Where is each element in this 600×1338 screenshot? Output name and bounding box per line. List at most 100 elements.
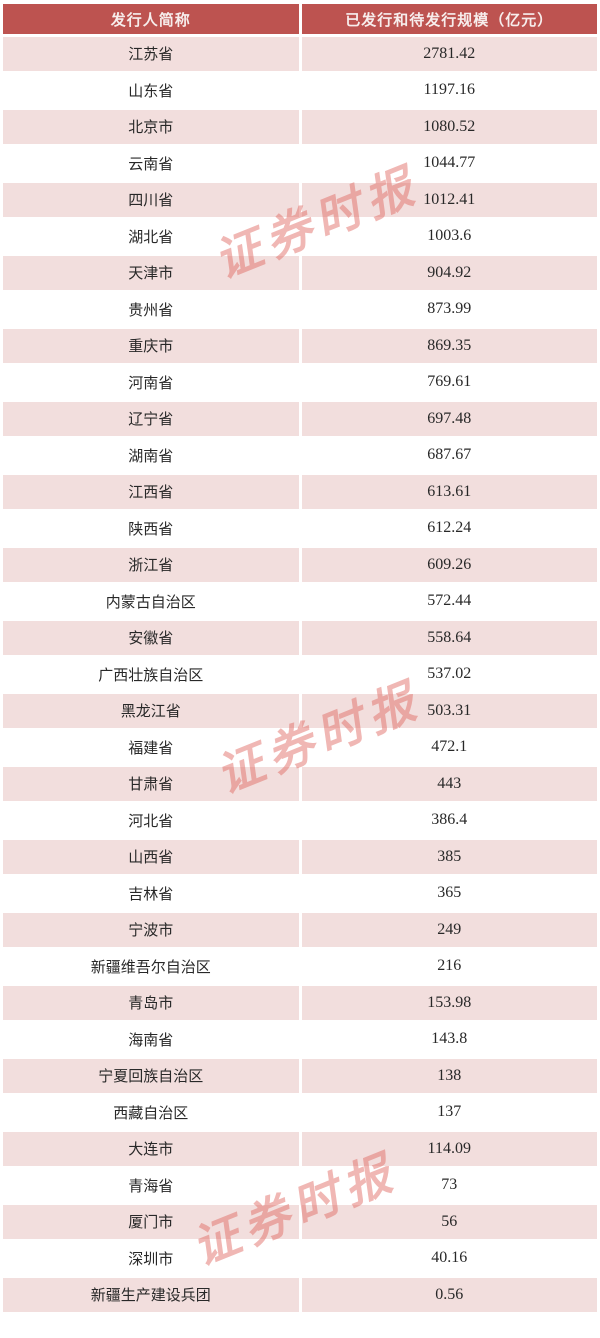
table-row: 天津市 904.92 (3, 256, 597, 290)
table-row: 甘肃省 443 (3, 767, 597, 801)
scale-cell: 503.31 (301, 694, 597, 728)
issuer-cell: 深圳市 (3, 1241, 299, 1275)
scale-cell: 386.4 (301, 803, 597, 837)
table-row: 厦门市 56 (3, 1205, 597, 1239)
scale-cell: 472.1 (301, 730, 597, 764)
table-row: 江西省 613.61 (3, 475, 597, 509)
col-header-scale: 已发行和待发行规模（亿元） (301, 4, 597, 34)
scale-cell: 153.98 (301, 986, 597, 1020)
table-row: 内蒙古自治区 572.44 (3, 584, 597, 618)
scale-cell: 1080.52 (301, 110, 597, 144)
scale-cell: 365 (301, 876, 597, 910)
table-body: 江苏省 2781.42 山东省 1197.16 北京市 1080.52 云南省 … (3, 37, 597, 1312)
issuer-cell: 山东省 (3, 73, 299, 107)
scale-cell: 56 (301, 1205, 597, 1239)
table-row: 宁波市 249 (3, 913, 597, 947)
table-row: 云南省 1044.77 (3, 146, 597, 180)
issuer-cell: 青岛市 (3, 986, 299, 1020)
issuer-cell: 大连市 (3, 1132, 299, 1166)
table-row: 浙江省 609.26 (3, 548, 597, 582)
issuer-cell: 西藏自治区 (3, 1095, 299, 1129)
issuer-cell: 河南省 (3, 365, 299, 399)
table-row: 青岛市 153.98 (3, 986, 597, 1020)
scale-cell: 137 (301, 1095, 597, 1129)
table-row: 重庆市 869.35 (3, 329, 597, 363)
table-row: 湖南省 687.67 (3, 438, 597, 472)
issuer-cell: 天津市 (3, 256, 299, 290)
issuer-cell: 宁夏回族自治区 (3, 1059, 299, 1093)
table-row: 湖北省 1003.6 (3, 219, 597, 253)
table-row: 山东省 1197.16 (3, 73, 597, 107)
issuer-cell: 河北省 (3, 803, 299, 837)
scale-cell: 114.09 (301, 1132, 597, 1166)
table-row: 大连市 114.09 (3, 1132, 597, 1166)
scale-cell: 1044.77 (301, 146, 597, 180)
issuer-cell: 湖北省 (3, 219, 299, 253)
scale-cell: 40.16 (301, 1241, 597, 1275)
issuer-cell: 贵州省 (3, 292, 299, 326)
issuer-cell: 新疆维吾尔自治区 (3, 949, 299, 983)
scale-cell: 572.44 (301, 584, 597, 618)
table-row: 山西省 385 (3, 840, 597, 874)
table-row: 贵州省 873.99 (3, 292, 597, 326)
table-row: 广西壮族自治区 537.02 (3, 657, 597, 691)
issuer-cell: 北京市 (3, 110, 299, 144)
issuer-cell: 甘肃省 (3, 767, 299, 801)
issuer-cell: 山西省 (3, 840, 299, 874)
issuer-cell: 重庆市 (3, 329, 299, 363)
table-row: 新疆维吾尔自治区 216 (3, 949, 597, 983)
issuer-cell: 江西省 (3, 475, 299, 509)
table-row: 辽宁省 697.48 (3, 402, 597, 436)
table-row: 河南省 769.61 (3, 365, 597, 399)
scale-cell: 558.64 (301, 621, 597, 655)
scale-cell: 904.92 (301, 256, 597, 290)
scale-cell: 873.99 (301, 292, 597, 326)
scale-cell: 613.61 (301, 475, 597, 509)
scale-cell: 612.24 (301, 511, 597, 545)
issuer-cell: 广西壮族自治区 (3, 657, 299, 691)
table-row: 吉林省 365 (3, 876, 597, 910)
table-header: 发行人简称 已发行和待发行规模（亿元） (3, 4, 597, 34)
issuer-cell: 海南省 (3, 1022, 299, 1056)
issuer-cell: 辽宁省 (3, 402, 299, 436)
table-row: 新疆生产建设兵团 0.56 (3, 1278, 597, 1312)
issuer-cell: 内蒙古自治区 (3, 584, 299, 618)
table-row: 宁夏回族自治区 138 (3, 1059, 597, 1093)
scale-cell: 1012.41 (301, 183, 597, 217)
table-row: 青海省 73 (3, 1168, 597, 1202)
issuer-cell: 云南省 (3, 146, 299, 180)
header-row: 发行人简称 已发行和待发行规模（亿元） (3, 4, 597, 34)
scale-cell: 73 (301, 1168, 597, 1202)
issuer-cell: 宁波市 (3, 913, 299, 947)
scale-cell: 216 (301, 949, 597, 983)
issuer-cell: 厦门市 (3, 1205, 299, 1239)
scale-cell: 2781.42 (301, 37, 597, 71)
scale-cell: 769.61 (301, 365, 597, 399)
table-row: 安徽省 558.64 (3, 621, 597, 655)
issuer-cell: 青海省 (3, 1168, 299, 1202)
issuer-cell: 福建省 (3, 730, 299, 764)
table-row: 深圳市 40.16 (3, 1241, 597, 1275)
issuer-cell: 江苏省 (3, 37, 299, 71)
scale-cell: 1197.16 (301, 73, 597, 107)
table-row: 黑龙江省 503.31 (3, 694, 597, 728)
scale-cell: 249 (301, 913, 597, 947)
scale-cell: 697.48 (301, 402, 597, 436)
scale-cell: 385 (301, 840, 597, 874)
table-row: 西藏自治区 137 (3, 1095, 597, 1129)
scale-cell: 138 (301, 1059, 597, 1093)
table-row: 河北省 386.4 (3, 803, 597, 837)
scale-cell: 609.26 (301, 548, 597, 582)
scale-cell: 537.02 (301, 657, 597, 691)
issuer-cell: 浙江省 (3, 548, 299, 582)
table-row: 福建省 472.1 (3, 730, 597, 764)
issuer-cell: 陕西省 (3, 511, 299, 545)
scale-cell: 0.56 (301, 1278, 597, 1312)
table-row: 江苏省 2781.42 (3, 37, 597, 71)
issuer-cell: 黑龙江省 (3, 694, 299, 728)
table-row: 北京市 1080.52 (3, 110, 597, 144)
table-row: 四川省 1012.41 (3, 183, 597, 217)
scale-cell: 687.67 (301, 438, 597, 472)
